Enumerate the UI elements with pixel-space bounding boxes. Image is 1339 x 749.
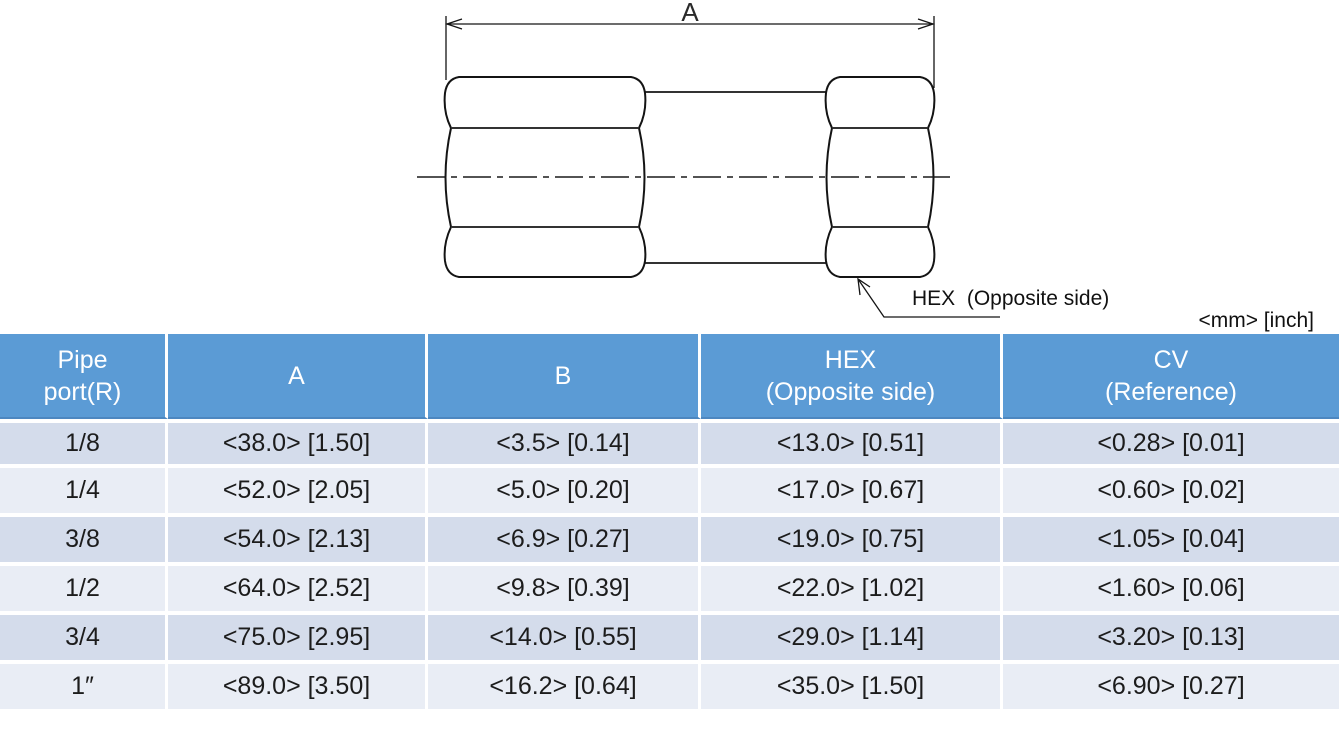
cell-b: <16.2> [0.64] (428, 664, 701, 713)
cell-b: <6.9> [0.27] (428, 517, 701, 566)
header-line: (Reference) (1105, 377, 1237, 406)
cell-cv: <0.60> [0.02] (1003, 468, 1339, 517)
arrowhead-left-icon (444, 18, 463, 30)
col-header-cv: CV (Reference) (1003, 334, 1339, 419)
hex-leader (857, 277, 1000, 318)
cell-hex: <19.0> [0.75] (701, 517, 1003, 566)
cell-pipe-port: 1″ (0, 664, 168, 713)
cell-a: <75.0> [2.95] (168, 615, 428, 664)
dimension-a (444, 16, 936, 88)
table-row: 1/8 <38.0> [1.50] <3.5> [0.14] <13.0> [0… (0, 419, 1339, 468)
header-line: CV (1153, 345, 1189, 374)
cell-a: <89.0> [3.50] (168, 664, 428, 713)
hex-label: HEX (Opposite side) (912, 287, 1109, 310)
table-row: 1/4 <52.0> [2.05] <5.0> [0.20] <17.0> [0… (0, 468, 1339, 517)
cell-pipe-port: 1/4 (0, 468, 168, 517)
header-line: HEX (824, 345, 877, 374)
cell-cv: <0.28> [0.01] (1003, 419, 1339, 468)
cell-pipe-port: 1/2 (0, 566, 168, 615)
cell-pipe-port: 3/4 (0, 615, 168, 664)
spec-table-section: Pipe port(R) A B HEX (Opposite side) (0, 334, 1339, 713)
cell-hex: <22.0> [1.02] (701, 566, 1003, 615)
cell-a: <52.0> [2.05] (168, 468, 428, 517)
dimensions-table: Pipe port(R) A B HEX (Opposite side) (0, 334, 1339, 713)
cell-pipe-port: 1/8 (0, 419, 168, 468)
cell-b: <5.0> [0.20] (428, 468, 701, 517)
arrowhead-right-icon (917, 18, 936, 30)
cell-b: <9.8> [0.39] (428, 566, 701, 615)
table-row: 3/4 <75.0> [2.95] <14.0> [0.55] <29.0> [… (0, 615, 1339, 664)
tube-body (643, 91, 828, 264)
table-row: 1″ <89.0> [3.50] <16.2> [0.64] <35.0> [1… (0, 664, 1339, 713)
header-line: B (554, 361, 572, 390)
table-row: 3/8 <54.0> [2.13] <6.9> [0.27] <19.0> [0… (0, 517, 1339, 566)
table-row: 1/2 <64.0> [2.52] <9.8> [0.39] <22.0> [1… (0, 566, 1339, 615)
header-line: port(R) (43, 377, 122, 406)
units-note: <mm> [inch] (1198, 309, 1314, 332)
cell-cv: <1.05> [0.04] (1003, 517, 1339, 566)
col-header-a: A (168, 334, 428, 419)
col-header-hex: HEX (Opposite side) (701, 334, 1003, 419)
header-row: Pipe port(R) A B HEX (Opposite side) (0, 334, 1339, 419)
cell-cv: <1.60> [0.06] (1003, 566, 1339, 615)
header-line: A (288, 361, 305, 390)
cell-hex: <17.0> [0.67] (701, 468, 1003, 517)
cell-b: <14.0> [0.55] (428, 615, 701, 664)
right-hex-flats (833, 127, 927, 228)
header-line: (Opposite side) (765, 377, 936, 406)
col-header-b: B (428, 334, 701, 419)
dim-label-a: A (681, 0, 699, 27)
cell-pipe-port: 3/8 (0, 517, 168, 566)
cell-hex: <13.0> [0.51] (701, 419, 1003, 468)
left-hex-flats (452, 127, 638, 228)
cell-a: <64.0> [2.52] (168, 566, 428, 615)
leader-arrowhead-icon (857, 277, 871, 296)
cell-hex: <29.0> [1.14] (701, 615, 1003, 664)
fitting-drawing: A HEX (Opposite side) <mm> [inch] (417, 0, 1314, 332)
cell-a: <38.0> [1.50] (168, 419, 428, 468)
cell-hex: <35.0> [1.50] (701, 664, 1003, 713)
header-line: Pipe (57, 345, 108, 374)
cell-cv: <3.20> [0.13] (1003, 615, 1339, 664)
leader-line (857, 278, 1000, 318)
col-header-pipe-port: Pipe port(R) (0, 334, 168, 419)
cell-b: <3.5> [0.14] (428, 419, 701, 468)
cell-a: <54.0> [2.13] (168, 517, 428, 566)
cell-cv: <6.90> [0.27] (1003, 664, 1339, 713)
